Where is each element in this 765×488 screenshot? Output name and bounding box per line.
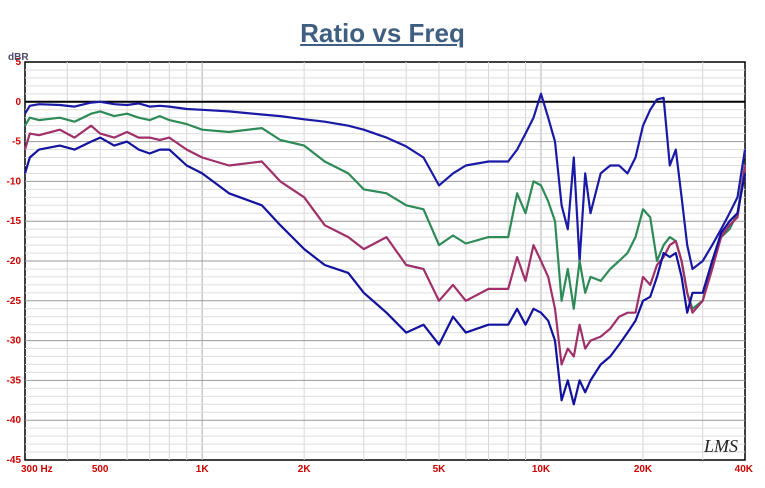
x-ticks: 300 Hz 500 1K 2K 5K 10K 20K 40K [21,464,754,475]
x-tick-label: 2K [298,464,312,475]
y-tick-label: -15 [7,216,22,227]
series-line-2 [24,110,747,310]
y-tick-label: -20 [7,256,22,267]
y-tick-label: 5 [15,57,21,68]
y-tick-label: -30 [7,336,22,347]
x-tick-label: 1K [196,464,210,475]
x-tick-label: 500 [92,464,109,475]
series-line-1 [24,92,747,271]
x-tick-label: 40K [735,464,754,475]
chart-title: Ratio vs Freq [300,18,465,48]
y-tick-label: -10 [7,176,22,187]
y-tick-label: -5 [12,137,21,148]
y-tick-label: -35 [7,375,22,386]
y-ticks: 5 0 -5 -10 -15 -20 -25 -30 -35 -40 -45 [7,57,22,466]
y-tick-label: 0 [15,97,21,108]
y-tick-label: -25 [7,296,22,307]
x-tick-label: 5K [433,464,447,475]
x-tick-label: 300 Hz [21,464,53,475]
x-tick-label: 10K [532,464,551,475]
y-tick-label: -40 [7,415,22,426]
x-tick-label: 20K [634,464,653,475]
series-line-3 [23,124,747,366]
series-group [23,92,747,406]
y-axis-label: dBR [8,52,29,63]
lms-logo: LMS [703,436,738,456]
series-line-4 [23,136,747,406]
y-tick-label: -45 [7,455,22,466]
